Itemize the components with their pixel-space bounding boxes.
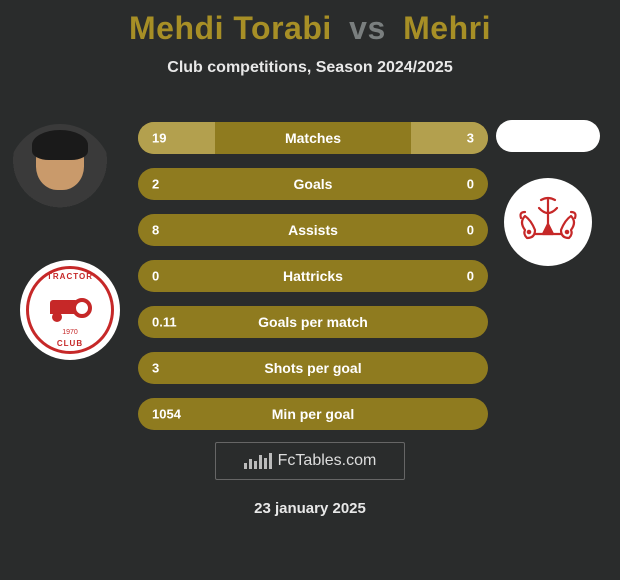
stat-value-right: 3 (467, 131, 474, 146)
trophy-bulls-icon (513, 194, 583, 250)
stat-value-left: 3 (152, 361, 159, 376)
stat-value-left: 0 (152, 269, 159, 284)
club-left-bottom-text: CLUB (57, 339, 83, 348)
page-date: 23 january 2025 (254, 500, 366, 517)
player2-name: Mehri (403, 10, 491, 46)
stat-cap-left (138, 122, 215, 154)
page-title: Mehdi Torabi vs Mehri (0, 0, 620, 47)
bar-segment (269, 453, 272, 469)
stat-label: Hattricks (283, 268, 343, 284)
player1-avatar (8, 124, 112, 228)
stat-value-right: 0 (467, 269, 474, 284)
stat-value-left: 2 (152, 177, 159, 192)
stat-row: 19 Matches 3 (138, 122, 488, 154)
bar-segment (264, 458, 267, 469)
player2-club-badge (504, 178, 592, 266)
player1-club-badge: TRACTOR 1970 CLUB (20, 260, 120, 360)
subtitle: Club competitions, Season 2024/2025 (0, 59, 620, 77)
stat-row: 2 Goals 0 (138, 168, 488, 200)
stat-label: Goals (294, 176, 333, 192)
stat-value-right: 0 (467, 177, 474, 192)
stat-row: 3 Shots per goal (138, 352, 488, 384)
bar-segment (244, 463, 247, 469)
site-logo[interactable]: FcTables.com (215, 442, 405, 480)
stat-value-right: 0 (467, 223, 474, 238)
stat-value-left: 0.11 (152, 315, 177, 330)
stat-value-left: 1054 (152, 407, 181, 422)
stats-container: 19 Matches 3 2 Goals 0 8 Assists 0 0 Hattricks 0 0.1… (138, 122, 488, 444)
bar-segment (254, 461, 257, 469)
bars-icon (244, 453, 272, 469)
player2-avatar (496, 120, 600, 152)
stat-cap-right (411, 122, 488, 154)
bar-segment (249, 459, 252, 469)
club-left-top-text: TRACTOR (47, 272, 93, 281)
site-name: FcTables.com (278, 452, 377, 470)
stat-label: Assists (288, 222, 338, 238)
stat-label: Min per goal (272, 406, 354, 422)
player1-name: Mehdi Torabi (129, 10, 332, 46)
bar-segment (259, 455, 262, 469)
vs-text: vs (349, 10, 386, 46)
tractor-icon (50, 296, 90, 320)
stat-label: Goals per match (258, 314, 368, 330)
club-left-year: 1970 (62, 329, 78, 336)
stat-label: Matches (285, 130, 341, 146)
stat-row: 8 Assists 0 (138, 214, 488, 246)
stat-row: 0 Hattricks 0 (138, 260, 488, 292)
stat-value-left: 8 (152, 223, 159, 238)
stat-row: 0.11 Goals per match (138, 306, 488, 338)
stat-label: Shots per goal (264, 360, 361, 376)
stat-row: 1054 Min per goal (138, 398, 488, 430)
stat-value-left: 19 (152, 131, 166, 146)
